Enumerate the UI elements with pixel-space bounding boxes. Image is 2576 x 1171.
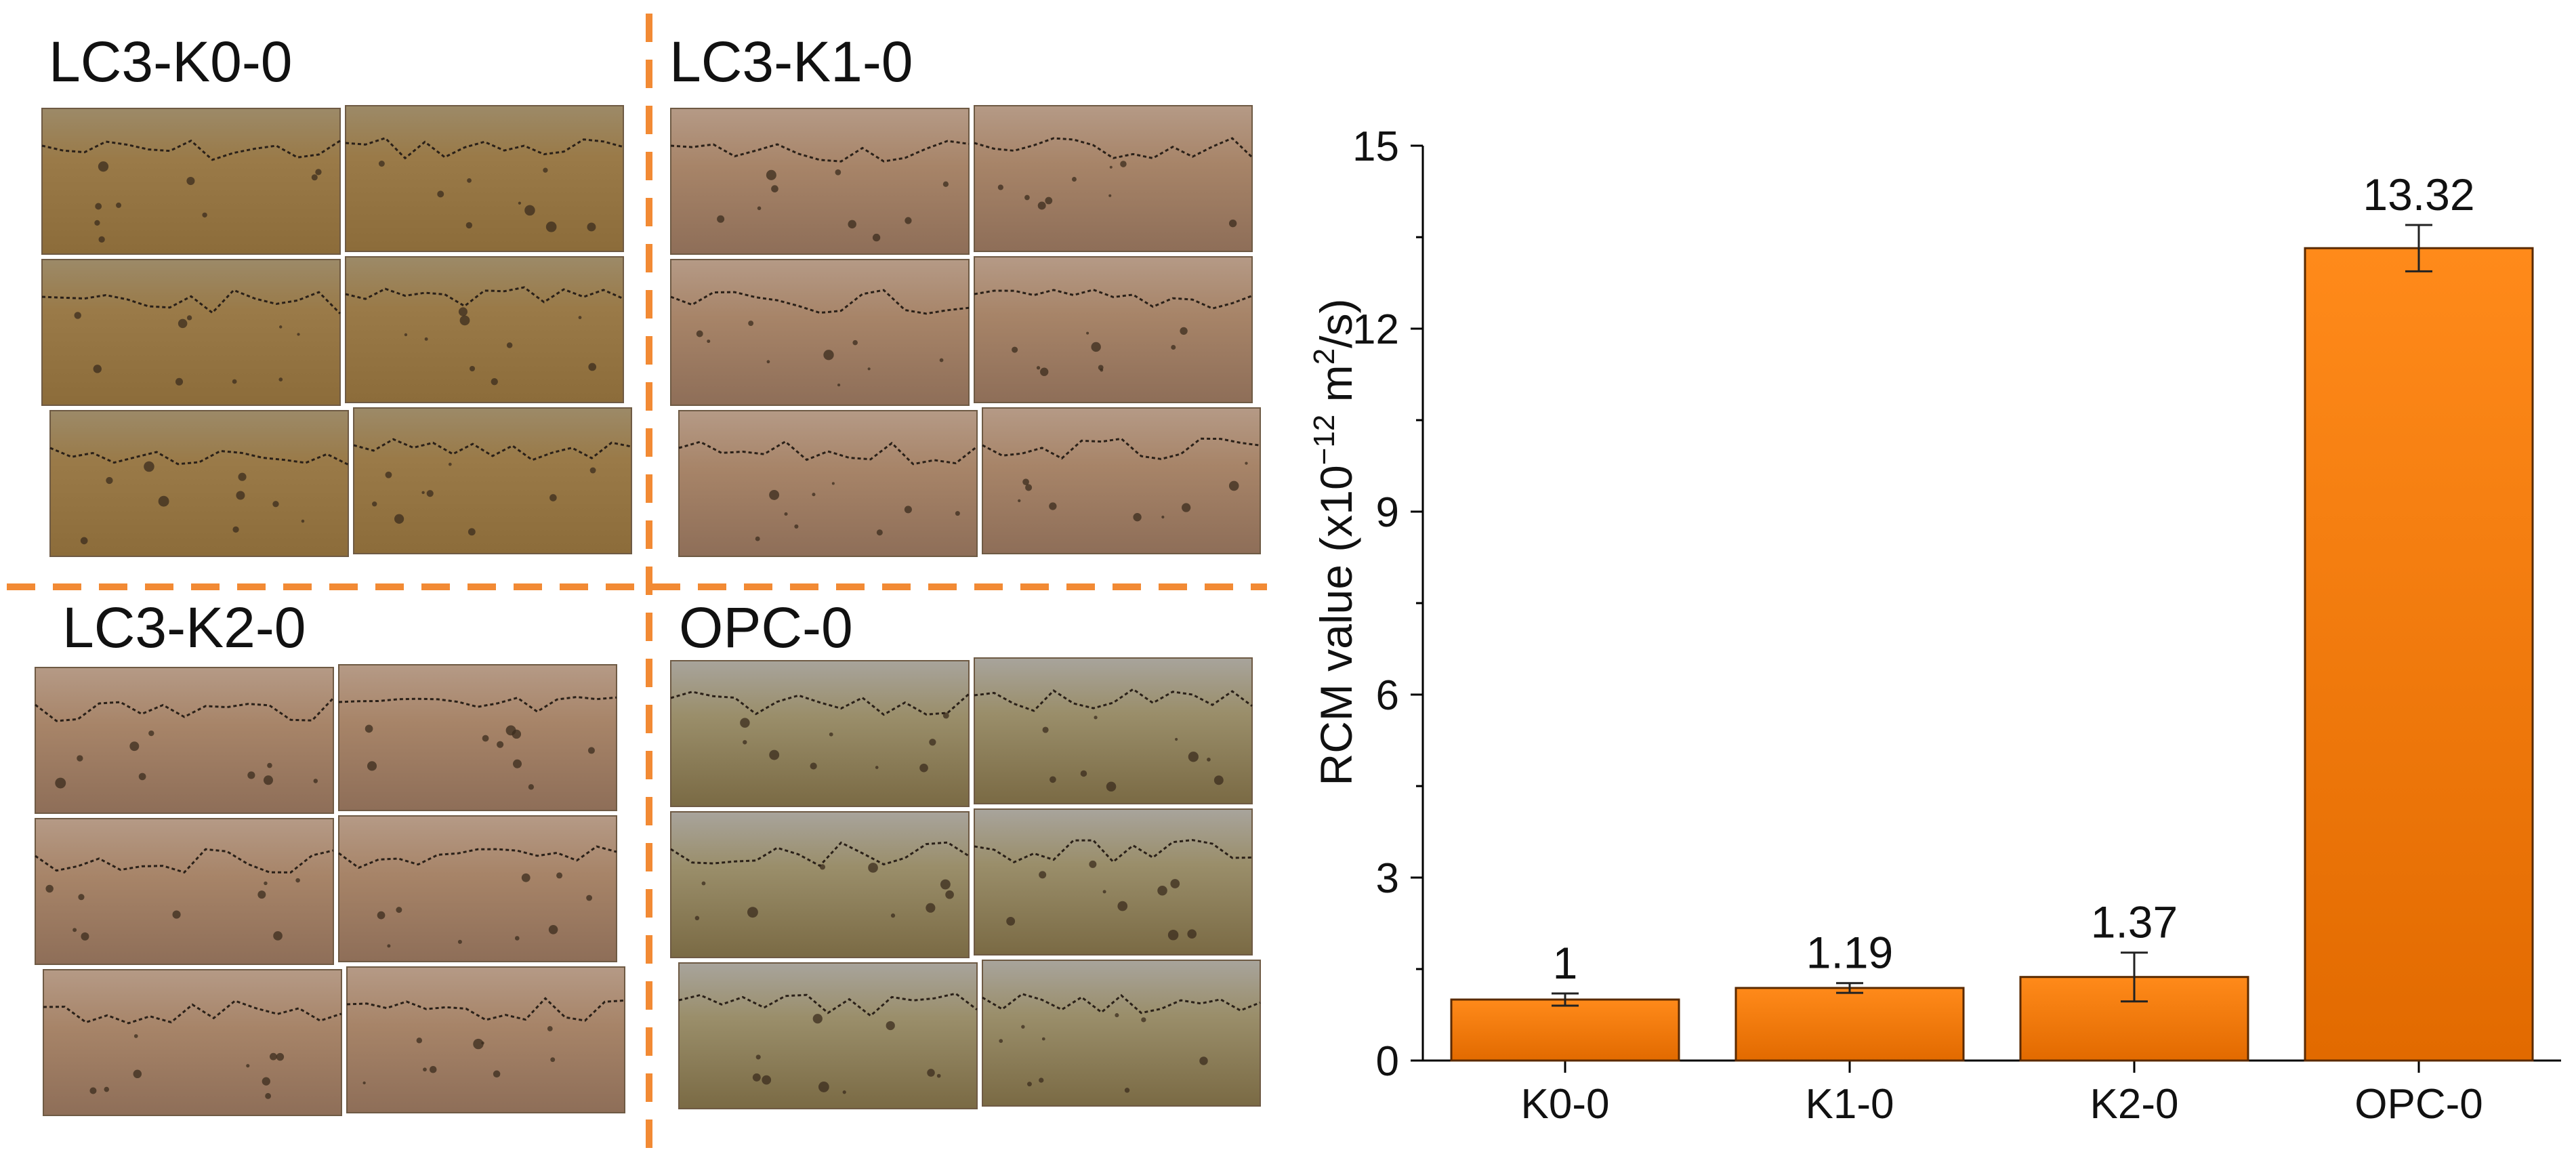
error-bar-k0-0	[1552, 992, 1579, 1007]
y-tick-label: 12	[1352, 306, 1399, 353]
error-bar-opc-0	[2405, 224, 2432, 272]
specimen-brick	[353, 407, 632, 554]
specimen-brick	[345, 256, 624, 403]
x-tick-label: K1-0	[1806, 1081, 1894, 1128]
specimen-brick	[346, 966, 625, 1113]
x-tick-label: K2-0	[2090, 1081, 2179, 1128]
specimen-brick	[338, 664, 617, 811]
rcm-bar-chart: 0 3 6 9 12 15 K0-0 1 K1-0 1.19 K2-0 1.37 OPC-0 13.32…	[1308, 123, 2561, 1128]
specimen-brick	[982, 960, 1261, 1107]
specimen-brick	[338, 815, 617, 962]
y-tick-label: 15	[1352, 123, 1399, 170]
bar-opc-0	[2304, 247, 2534, 1062]
specimen-brick	[41, 108, 341, 255]
panel-label-opc-0: OPC-0	[679, 596, 853, 659]
bar-k0-0	[1450, 998, 1680, 1062]
x-tick-label: OPC-0	[2354, 1081, 2482, 1128]
specimen-brick	[974, 105, 1253, 252]
bar-k1-0	[1734, 987, 1965, 1062]
specimen-brick	[35, 667, 335, 814]
y-tick-label: 3	[1376, 855, 1399, 902]
y-axis-label: RCM value (x10−12 m2/s)	[1308, 299, 1361, 786]
specimen-brick	[670, 660, 970, 807]
y-tick-label: 9	[1376, 489, 1399, 536]
specimen-brick	[982, 407, 1261, 554]
photo-figure: LC3-K0-0 LC3-K1-0 LC3-K2-0 OPC-0	[7, 14, 1267, 1159]
panel-label-lc3-k1-0: LC3-K1-0	[669, 30, 913, 94]
data-label: 13.32	[2363, 169, 2474, 220]
data-label: 1.19	[1806, 928, 1893, 978]
error-bar-k1-0	[1836, 982, 1863, 994]
photo-panel: LC3-K0-0 LC3-K1-0 LC3-K2-0 OPC-0	[0, 0, 1287, 1168]
x-tick-label: K0-0	[1521, 1081, 1610, 1128]
specimen-brick	[974, 256, 1253, 403]
specimen-brick	[678, 962, 978, 1109]
specimen-brick	[670, 108, 970, 255]
specimen-brick	[670, 811, 970, 958]
specimen-brick	[974, 808, 1253, 956]
data-label: 1.37	[2091, 897, 2178, 947]
specimen-brick	[35, 818, 334, 965]
error-bar-k2-0	[2121, 951, 2148, 1003]
y-tick-label: 6	[1376, 672, 1399, 719]
data-label: 1	[1553, 938, 1578, 988]
specimen-brick	[670, 259, 970, 406]
specimen-brick	[43, 969, 342, 1116]
specimen-brick	[345, 105, 624, 252]
panel-label-lc3-k2-0: LC3-K2-0	[62, 596, 306, 659]
specimen-brick	[974, 657, 1253, 804]
specimen-brick	[678, 410, 978, 557]
y-tick-label: 0	[1376, 1038, 1399, 1085]
specimen-brick	[41, 259, 341, 406]
specimen-brick	[49, 410, 349, 557]
chart-panel: 0 3 6 9 12 15 K0-0 1 K1-0 1.19 K2-0 1.37 OPC-0 13.32…	[1274, 0, 2576, 1168]
panel-label-lc3-k0-0: LC3-K0-0	[49, 30, 293, 94]
